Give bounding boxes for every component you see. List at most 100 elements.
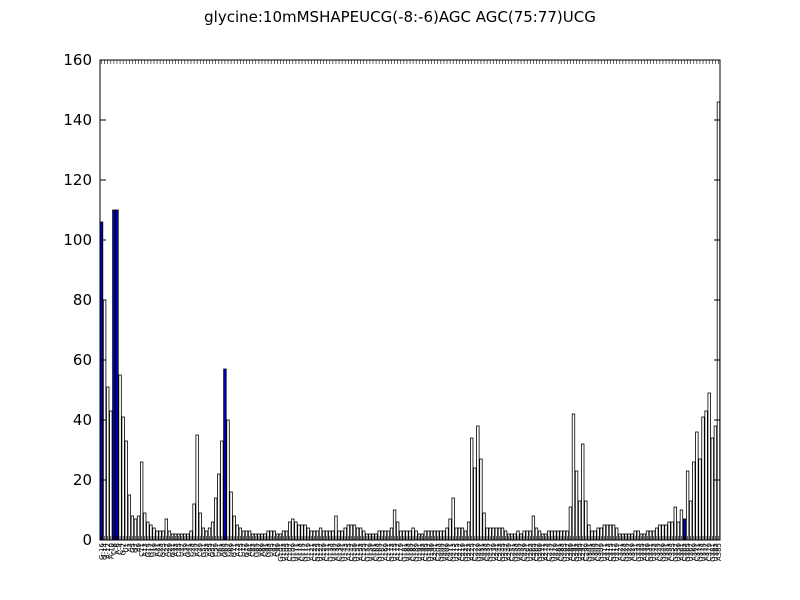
x-tick-label: A209 — [444, 543, 452, 561]
x-tick-label: A217 — [456, 543, 464, 561]
x-tick-label: C315 — [607, 543, 615, 561]
x-tick-label: U279 — [551, 543, 559, 561]
x-tick-label: C123 — [311, 543, 319, 561]
x-tick-label: A81 — [246, 543, 254, 557]
bar — [581, 443, 585, 541]
x-tick-label: G213 — [450, 543, 458, 562]
x-tick-label: U335 — [638, 543, 646, 561]
x-tick-label: G117 — [302, 543, 310, 562]
x-tick-label: G173 — [388, 543, 396, 562]
x-tick-label: G277 — [548, 543, 556, 562]
bar — [220, 440, 224, 541]
bar — [223, 368, 227, 541]
x-tick-label: A281 — [555, 543, 563, 561]
x-tick-label: G157 — [363, 543, 371, 562]
x-tick-label: A39 — [181, 543, 189, 557]
x-tick-label: A129 — [320, 543, 328, 561]
x-tick-label: U19 — [150, 543, 158, 557]
x-tick-label: A329 — [629, 543, 637, 561]
x-tick-label: G325 — [622, 543, 630, 562]
x-tick-label: A273 — [542, 543, 550, 561]
x-tick-label: A55 — [206, 543, 214, 557]
y-tick-label: 60 — [73, 351, 92, 369]
x-tick-label: A63 — [218, 543, 226, 557]
x-tick-label: U159 — [366, 543, 374, 561]
x-tick-label: U183 — [403, 543, 411, 561]
x-tick-label: G41 — [184, 543, 192, 557]
x-tick-label: A-12 — [104, 543, 112, 559]
chart-title: glycine:10mMSHAPEUCG(-8:-6)AGC AGC(75:77… — [204, 8, 596, 26]
bar — [473, 467, 477, 541]
x-tick-label: A337 — [641, 543, 649, 561]
x-tick-label: C147 — [348, 543, 356, 561]
x-tick-label: U239 — [490, 543, 498, 561]
x-tick-label: C339 — [644, 543, 652, 561]
bar — [106, 386, 110, 541]
x-tick-label: C99 — [274, 543, 282, 557]
x-tick-label: G365 — [684, 543, 692, 562]
x-tick-label: A113 — [295, 543, 303, 561]
x-tick-label: G109 — [289, 543, 297, 562]
bar — [195, 434, 199, 541]
x-tick-label: G141 — [339, 543, 347, 562]
x-tick-label: G373 — [696, 543, 704, 562]
x-tick-label: U303 — [588, 543, 596, 561]
x-tick-label: C11 — [138, 543, 146, 557]
x-tick-label: U231 — [477, 543, 485, 561]
x-tick-label: G197 — [425, 543, 433, 562]
x-tick-label: U53 — [203, 543, 211, 557]
x-tick-label: U1 — [123, 543, 131, 553]
x-tick-label: U199 — [428, 543, 436, 561]
x-tick-label: C179 — [397, 543, 405, 561]
x-tick-label: G125 — [314, 543, 322, 562]
bar — [118, 374, 122, 541]
x-tick-label: C203 — [434, 543, 442, 561]
x-tick-label: G205 — [437, 543, 445, 562]
bar — [217, 473, 221, 541]
bar — [392, 509, 397, 541]
x-tick-label: U77 — [240, 543, 248, 557]
x-tick-label: U215 — [453, 543, 461, 561]
x-tick-label: A185 — [407, 543, 415, 561]
x-tick-label: G381 — [709, 543, 717, 562]
x-tick-label: G133 — [326, 543, 334, 562]
x-tick-label: C131 — [323, 543, 331, 561]
x-tick-label: A241 — [493, 543, 501, 561]
x-tick-label: A47 — [194, 543, 202, 557]
x-tick-label: C267 — [533, 543, 541, 561]
x-tick-label: G349 — [659, 543, 667, 562]
bar — [214, 497, 218, 541]
x-axis: G-16G-14A-12A-10C-8A-6C-4G-2U1A3G5G7A9C1… — [98, 60, 723, 562]
x-tick-label: A225 — [468, 543, 476, 561]
x-tick-label: A305 — [592, 543, 600, 561]
x-tick-label: C49 — [197, 543, 205, 557]
bar — [115, 209, 119, 541]
x-tick-label: A169 — [382, 543, 390, 561]
x-tick-label: U263 — [527, 543, 535, 561]
x-tick-label: A385 — [715, 543, 723, 561]
bar — [679, 509, 684, 541]
x-tick-label: C291 — [570, 543, 578, 561]
x-tick-label: C-8 — [110, 543, 118, 555]
x-tick-label: C243 — [496, 543, 504, 561]
x-tick-label: G5 — [129, 543, 137, 553]
x-tick-label: A177 — [394, 543, 402, 561]
x-tick-label: A201 — [431, 543, 439, 561]
x-tick-label: C307 — [595, 543, 603, 561]
x-tick-label: U69 — [228, 543, 236, 557]
x-tick-label: G101 — [277, 543, 285, 562]
x-tick-label: U167 — [379, 543, 387, 561]
bar — [226, 419, 230, 541]
bar — [482, 512, 486, 541]
x-tick-label: U247 — [502, 543, 510, 561]
x-tick-label: A249 — [505, 543, 513, 561]
x-tick-label: G253 — [511, 543, 519, 562]
bar — [716, 101, 721, 541]
x-tick-label: C219 — [459, 543, 467, 561]
x-tick-label: A21 — [154, 543, 162, 557]
x-tick-label: G293 — [573, 543, 581, 562]
x-tick-label: C139 — [336, 543, 344, 561]
x-tick-label: C35 — [175, 543, 183, 557]
x-tick-label: C67 — [225, 543, 233, 557]
